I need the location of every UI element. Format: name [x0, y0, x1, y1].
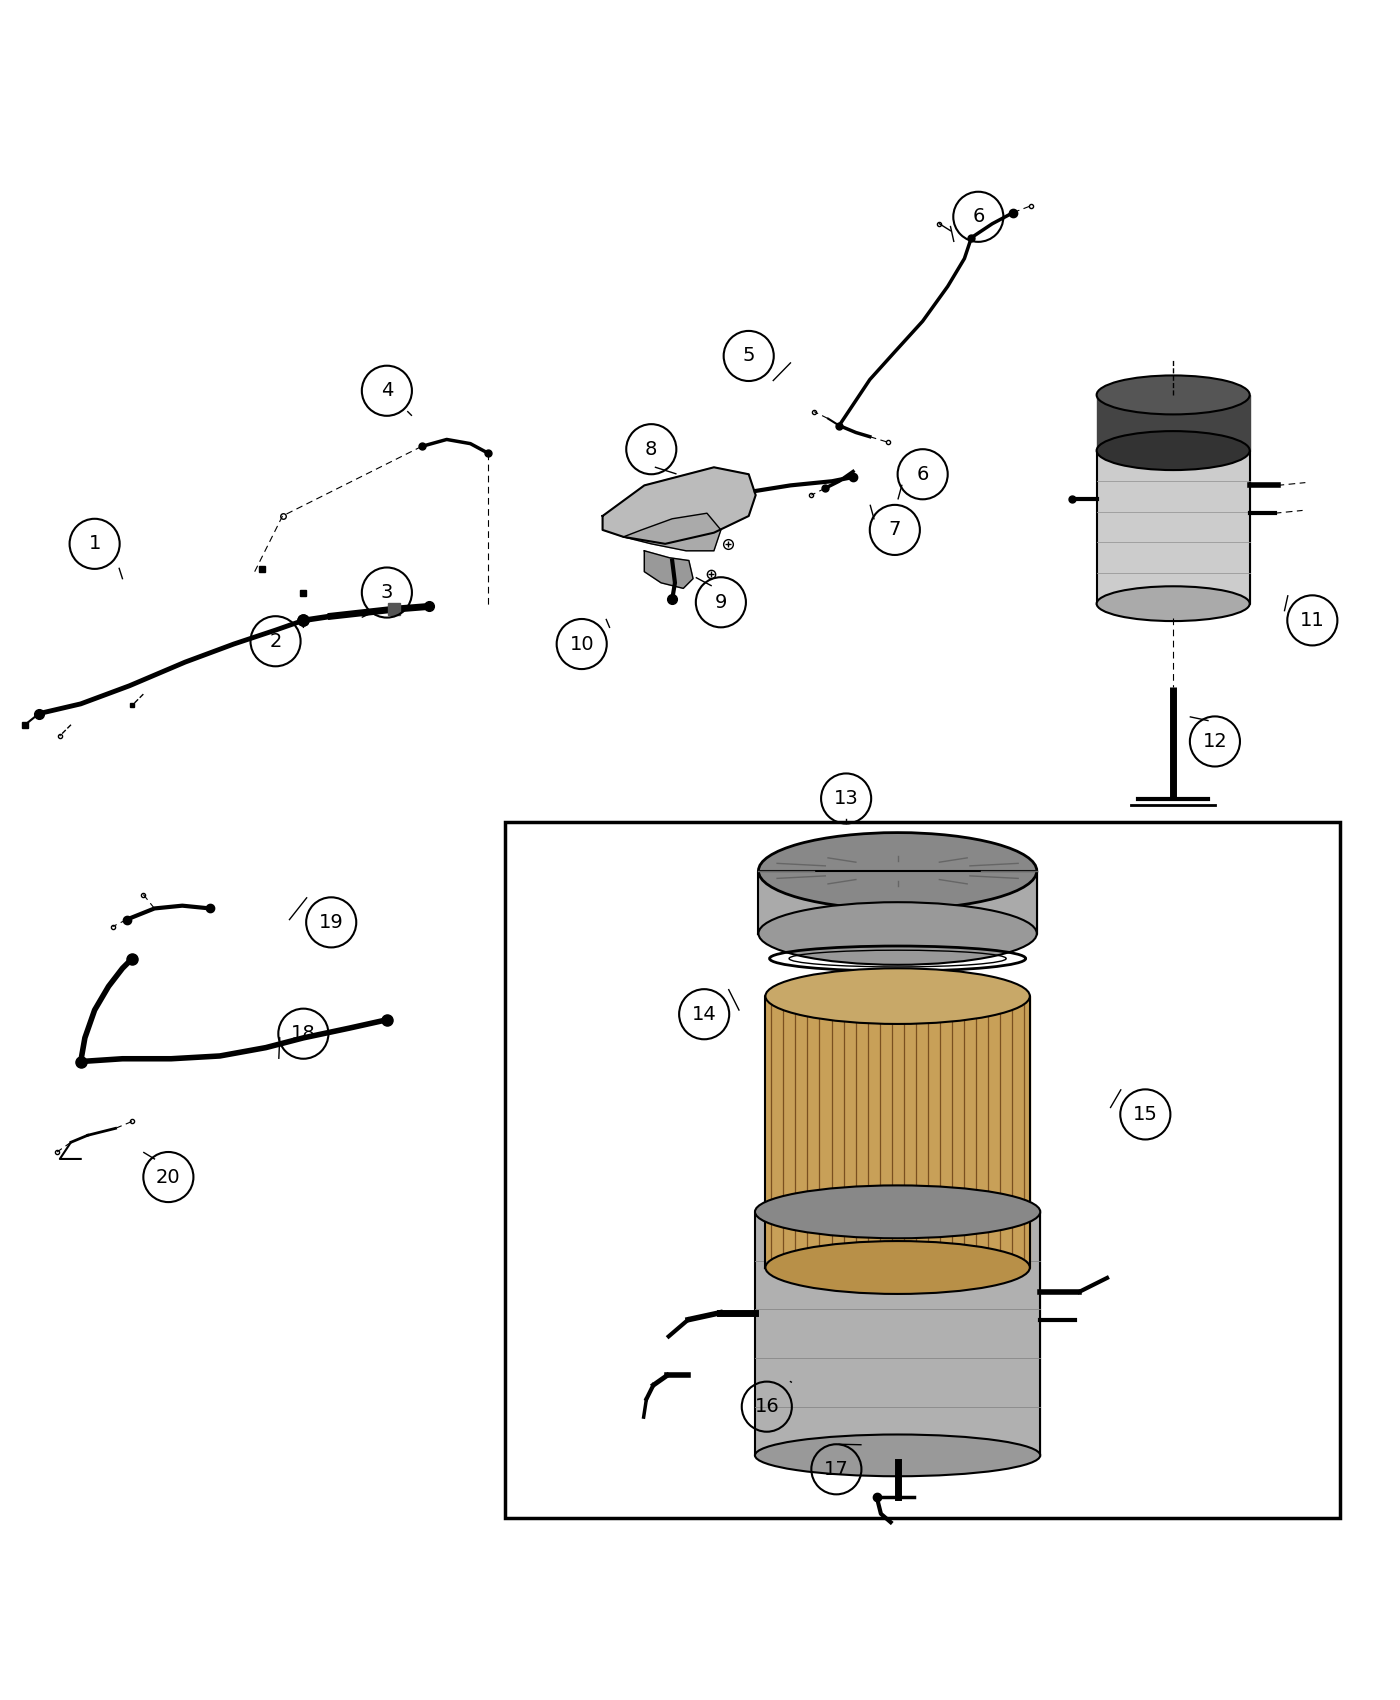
Polygon shape	[759, 870, 1037, 933]
Text: 8: 8	[645, 440, 658, 459]
Text: 13: 13	[834, 789, 858, 808]
Text: 14: 14	[692, 1005, 717, 1023]
Polygon shape	[755, 1212, 1040, 1455]
Polygon shape	[1096, 394, 1250, 451]
Text: 1: 1	[88, 534, 101, 552]
Ellipse shape	[766, 1241, 1030, 1294]
Ellipse shape	[759, 903, 1037, 966]
Text: 12: 12	[1203, 733, 1228, 751]
Polygon shape	[623, 513, 721, 551]
Text: 19: 19	[319, 913, 343, 932]
Text: 20: 20	[155, 1168, 181, 1187]
Ellipse shape	[755, 1185, 1040, 1238]
Ellipse shape	[1096, 432, 1250, 471]
FancyBboxPatch shape	[505, 823, 1340, 1518]
Ellipse shape	[766, 969, 1030, 1023]
Ellipse shape	[759, 833, 1037, 910]
Polygon shape	[602, 468, 756, 544]
Text: 6: 6	[917, 464, 928, 484]
Text: 7: 7	[889, 520, 902, 539]
Text: 16: 16	[755, 1397, 780, 1416]
Ellipse shape	[755, 1435, 1040, 1476]
Text: 5: 5	[742, 347, 755, 366]
Text: 6: 6	[972, 207, 984, 226]
Text: 17: 17	[825, 1460, 848, 1479]
Ellipse shape	[1096, 586, 1250, 620]
Text: 11: 11	[1301, 610, 1324, 631]
Text: 3: 3	[381, 583, 393, 602]
Text: 10: 10	[570, 634, 594, 653]
Text: 18: 18	[291, 1023, 316, 1044]
Ellipse shape	[1096, 376, 1250, 415]
Text: 2: 2	[269, 632, 281, 651]
Text: 15: 15	[1133, 1105, 1158, 1124]
Polygon shape	[766, 996, 1030, 1268]
Polygon shape	[1096, 450, 1250, 604]
Text: 9: 9	[714, 593, 727, 612]
Polygon shape	[644, 551, 693, 588]
Text: 4: 4	[381, 381, 393, 400]
